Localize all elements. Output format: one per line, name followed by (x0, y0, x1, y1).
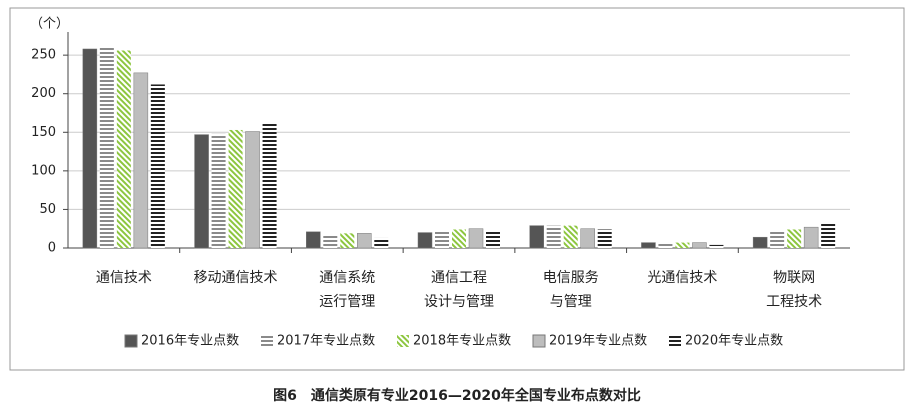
bar (675, 242, 690, 248)
bar (150, 84, 165, 248)
y-tick-label: 50 (39, 202, 56, 217)
bar (194, 134, 209, 249)
bar (709, 244, 724, 248)
legend-label: 2020年专业点数 (685, 334, 783, 349)
chart-title: 图6 通信类原有专业2016—2020年全国专业布点数对比 (273, 387, 641, 404)
bar (486, 231, 500, 248)
x-tick-label: 光通信技术 (647, 270, 718, 286)
y-tick-label: 250 (31, 48, 56, 63)
legend-label: 2016年专业点数 (141, 334, 239, 349)
bar (580, 228, 595, 249)
bar (787, 229, 802, 248)
y-tick-label: 200 (31, 86, 56, 101)
bar (245, 131, 260, 249)
x-tick-label: 通信技术 (95, 270, 152, 286)
bar (228, 129, 243, 248)
bar (452, 229, 466, 248)
bar (803, 226, 819, 249)
bar (211, 133, 226, 248)
bar (116, 50, 131, 249)
legend-label: 2019年专业点数 (549, 334, 647, 349)
bar (821, 222, 836, 248)
bar (99, 47, 114, 248)
legend-swatch (397, 335, 409, 347)
bar (435, 230, 449, 248)
frame (9, 7, 905, 371)
legend-swatch (669, 335, 681, 347)
x-tick-label: 通信工程 设计与管理 (424, 270, 494, 310)
bar (563, 225, 578, 248)
bar (692, 242, 707, 249)
bar (468, 228, 484, 249)
bar (82, 48, 98, 249)
bar (770, 231, 785, 248)
bar (340, 233, 355, 248)
bar (133, 72, 149, 249)
x-tick-label: 电信服务 与管理 (542, 270, 599, 310)
bar (417, 232, 433, 249)
legend-swatch (261, 335, 273, 347)
bar (306, 231, 321, 249)
bar (374, 237, 389, 248)
x-tick-label: 移动通信技术 (193, 270, 278, 286)
bar (752, 236, 768, 249)
bar (529, 225, 544, 249)
y-axis-label: （个） (30, 17, 69, 32)
y-tick-label: 100 (31, 163, 56, 178)
bar (641, 242, 656, 249)
legend-swatch (532, 334, 546, 348)
legend-label: 2017年专业点数 (277, 334, 375, 349)
y-tick-label: 150 (31, 125, 56, 140)
legend-swatch (124, 334, 138, 348)
bar (357, 233, 372, 249)
bar (262, 123, 277, 248)
bar (597, 229, 612, 248)
x-tick-label: 物联网 工程技术 (766, 270, 823, 310)
bar (658, 242, 673, 248)
bar (546, 225, 561, 248)
y-tick-label: 0 (48, 241, 56, 256)
x-tick-label: 通信系统 运行管理 (319, 270, 376, 310)
legend-label: 2018年专业点数 (413, 334, 511, 349)
bar (323, 234, 338, 248)
